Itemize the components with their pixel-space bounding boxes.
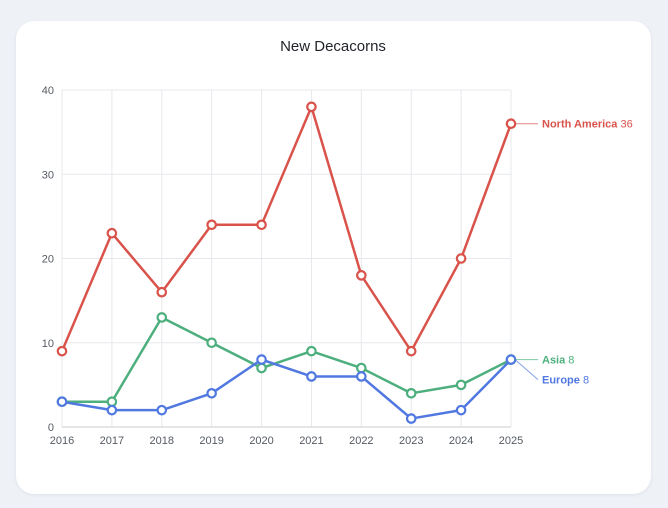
data-point[interactable] <box>156 286 168 298</box>
data-point[interactable] <box>206 387 217 399</box>
data-point[interactable] <box>356 270 367 281</box>
data-point[interactable] <box>306 101 317 113</box>
data-point[interactable] <box>56 396 68 408</box>
data-point[interactable] <box>56 345 68 357</box>
series-line <box>62 316 512 403</box>
series-name: North America <box>542 119 620 131</box>
label-leader <box>514 359 539 380</box>
data-point[interactable] <box>455 379 467 391</box>
chart-card <box>16 21 651 494</box>
series-end-value: 36 <box>620 119 632 131</box>
data-point[interactable] <box>505 354 517 365</box>
x-tick-label: 2018 <box>150 435 174 447</box>
y-tick-label: 30 <box>42 169 54 181</box>
x-tick-label: 2024 <box>449 435 473 447</box>
series-line <box>61 358 512 420</box>
data-point[interactable] <box>505 118 517 129</box>
y-tick-label: 10 <box>42 338 54 350</box>
series-end-label: Asia 8 <box>542 355 574 367</box>
data-point[interactable] <box>306 345 317 357</box>
data-point[interactable] <box>106 227 118 239</box>
x-tick-label: 2023 <box>399 435 423 447</box>
data-point[interactable] <box>256 354 267 365</box>
data-point[interactable] <box>455 253 467 264</box>
x-tick-label: 2017 <box>100 435 124 447</box>
data-point[interactable] <box>106 396 118 408</box>
series-name: Asia <box>542 355 568 367</box>
series-end-label: Europe 8 <box>542 375 589 387</box>
data-point[interactable] <box>306 371 317 382</box>
series-end-value: 8 <box>568 355 574 367</box>
data-point[interactable] <box>256 219 267 231</box>
data-point[interactable] <box>106 404 118 416</box>
data-point[interactable] <box>356 362 367 374</box>
chart-title: New Decacorns <box>280 38 386 55</box>
y-tick-label: 20 <box>42 254 54 266</box>
data-point[interactable] <box>206 337 217 349</box>
series-name: Europe <box>542 375 583 387</box>
series-end-value: 8 <box>583 375 589 387</box>
data-point[interactable] <box>206 219 217 231</box>
y-tick-label: 40 <box>42 85 54 97</box>
data-point[interactable] <box>455 404 467 416</box>
series-end-label: North America 36 <box>542 119 633 131</box>
x-tick-label: 2022 <box>349 435 373 447</box>
x-tick-label: 2019 <box>199 435 223 447</box>
x-tick-label: 2020 <box>249 435 273 447</box>
data-point[interactable] <box>156 312 168 323</box>
data-point[interactable] <box>156 404 168 416</box>
axes: 0 10 20 30 40 2016 2017 2018 2019 2020 2021 2022 202… <box>42 85 523 447</box>
data-point[interactable] <box>405 345 417 357</box>
x-tick-label: 2016 <box>50 435 74 447</box>
series-line <box>60 105 513 353</box>
data-point[interactable] <box>405 387 417 399</box>
data-point[interactable] <box>256 362 267 374</box>
x-tick-label: 2021 <box>299 435 323 447</box>
data-point[interactable] <box>405 413 417 424</box>
y-tick-label: 0 <box>48 422 54 434</box>
x-tick-label: 2025 <box>499 435 523 447</box>
grid <box>61 89 512 428</box>
series <box>56 101 517 424</box>
data-point[interactable] <box>356 371 367 382</box>
